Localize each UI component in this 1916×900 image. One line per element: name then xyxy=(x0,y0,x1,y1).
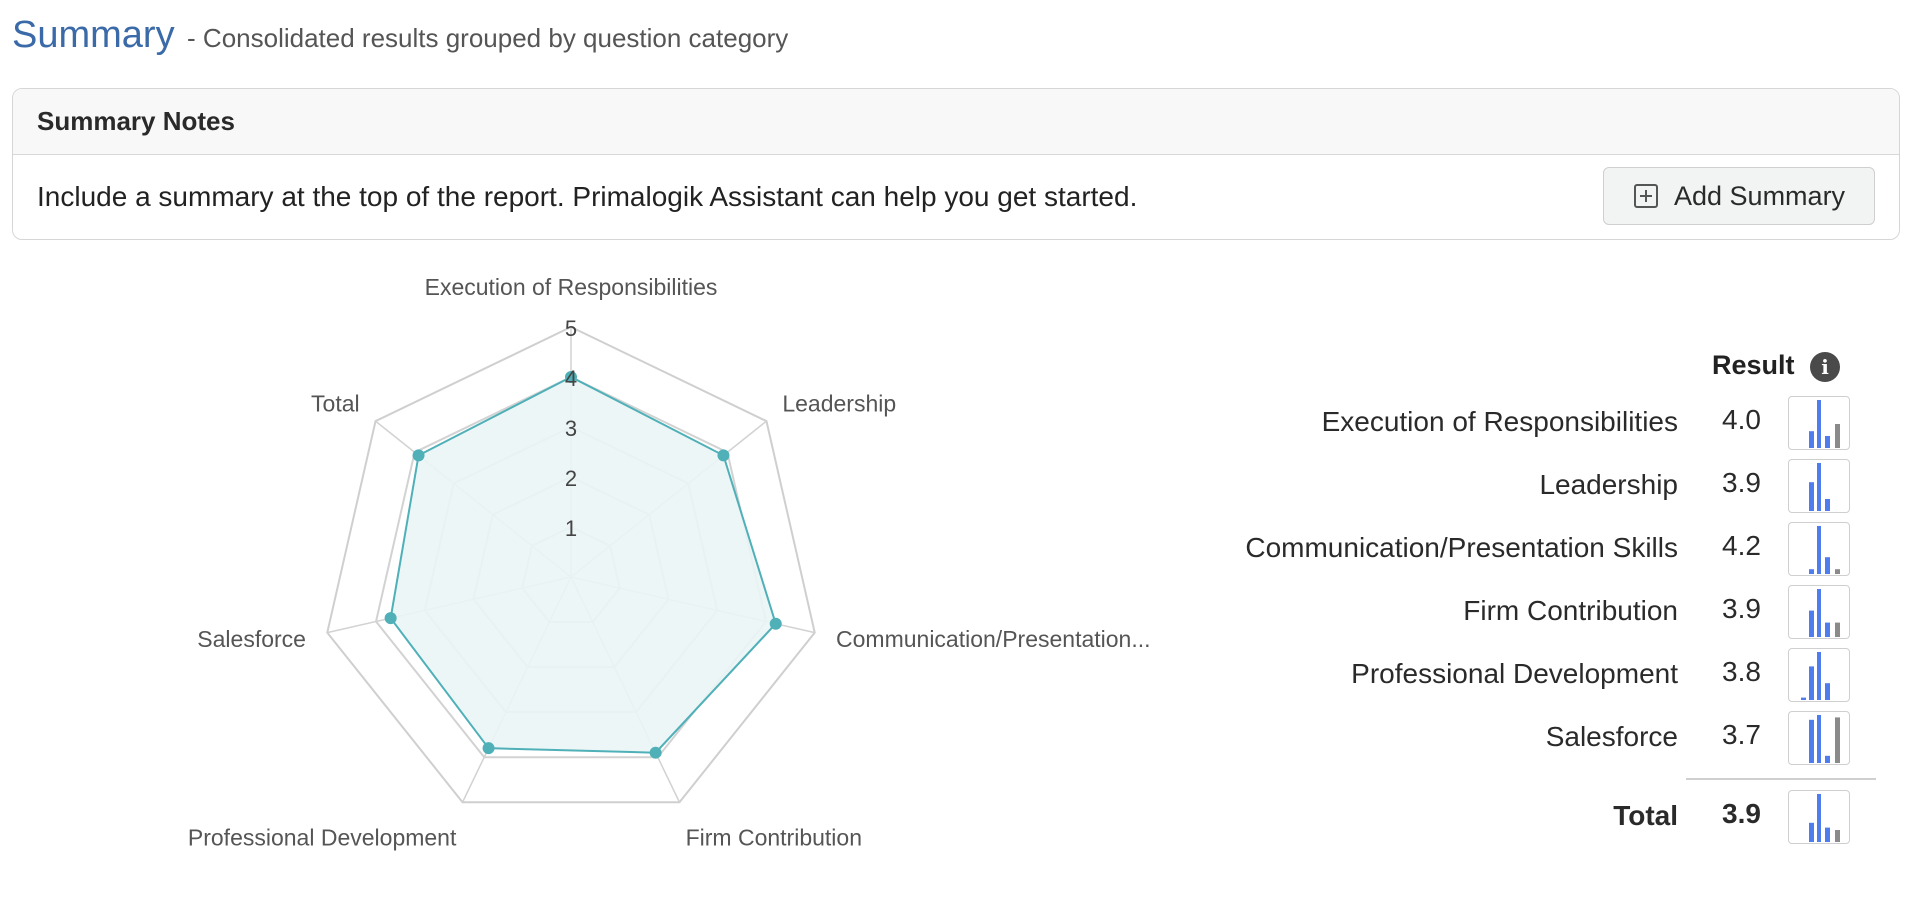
sparkline-chart xyxy=(1809,526,1840,574)
sparkline-bar xyxy=(1825,436,1830,448)
results-row: Execution of Responsibilities 4.0 xyxy=(1100,396,1860,452)
plus-square-icon xyxy=(1634,184,1658,208)
radar-data-point xyxy=(565,371,577,383)
radar-tick-label: 3 xyxy=(565,416,577,441)
sparkline-bar xyxy=(1825,755,1830,763)
distribution-sparkline xyxy=(1788,522,1850,576)
category-label: Leadership xyxy=(1539,469,1678,500)
distribution-sparkline xyxy=(1788,648,1850,702)
category-score: 4.2 xyxy=(1722,530,1761,561)
sparkline-bar xyxy=(1835,569,1840,574)
page-header: Summary - Consolidated results grouped b… xyxy=(12,14,788,57)
summary-notes-text: Include a summary at the top of the repo… xyxy=(37,181,1138,212)
total-label: Total xyxy=(1613,800,1678,831)
radar-category-label: Salesforce xyxy=(197,626,306,652)
category-label: Execution of Responsibilities xyxy=(1321,406,1678,437)
radar-grid-ring xyxy=(326,325,816,804)
sparkline-bar xyxy=(1809,431,1814,448)
sparkline-bar xyxy=(1825,683,1830,700)
result-heading: Result xyxy=(1712,350,1795,380)
results-total-row: Total 3.9 xyxy=(1100,790,1860,846)
distribution-sparkline xyxy=(1788,585,1850,639)
info-icon[interactable]: i xyxy=(1810,352,1840,382)
sparkline-bar xyxy=(1835,622,1840,637)
category-score: 4.0 xyxy=(1722,404,1761,435)
sparkline-bar xyxy=(1817,400,1821,448)
sparkline-chart xyxy=(1809,715,1840,763)
sparkline-bar xyxy=(1809,666,1814,700)
sparkline-bar xyxy=(1835,830,1840,842)
radar-data-point xyxy=(649,746,662,759)
sparkline-bar xyxy=(1825,499,1830,511)
radar-data-point xyxy=(717,449,730,462)
add-summary-button[interactable]: Add Summary xyxy=(1603,167,1875,225)
radar-data-point xyxy=(384,612,397,625)
total-score: 3.9 xyxy=(1722,798,1761,829)
results-row: Firm Contribution 3.9 xyxy=(1100,585,1860,641)
sparkline-bar xyxy=(1835,424,1840,448)
category-score: 3.9 xyxy=(1722,467,1761,498)
sparkline-bar xyxy=(1809,482,1814,511)
sparkline-bar xyxy=(1817,794,1821,842)
sparkline-bar xyxy=(1817,715,1821,763)
summary-notes-body: Include a summary at the top of the repo… xyxy=(13,155,1899,239)
radar-tick-label: 2 xyxy=(565,466,577,491)
radar-category-label: Communication/Presentation... xyxy=(836,626,1151,652)
sparkline-chart xyxy=(1809,794,1840,842)
sparkline-bar xyxy=(1809,822,1814,842)
sparkline-chart xyxy=(1801,652,1830,700)
radar-category-label: Firm Contribution xyxy=(686,824,862,850)
sparkline-bar xyxy=(1817,652,1821,700)
radar-data-point xyxy=(412,449,425,462)
radar-tick-label: 1 xyxy=(565,516,577,541)
radar-data-area xyxy=(389,375,777,754)
radar-grid-ring xyxy=(374,375,768,759)
distribution-sparkline xyxy=(1788,459,1850,513)
distribution-sparkline xyxy=(1788,790,1850,844)
sparkline-bar xyxy=(1809,569,1814,574)
radar-data-point xyxy=(482,742,495,755)
results-row: Communication/Presentation Skills 4.2 xyxy=(1100,522,1860,578)
sparkline-bar xyxy=(1825,557,1830,574)
sparkline-bar xyxy=(1801,697,1806,700)
radar-category-label: Execution of Responsibilities xyxy=(425,274,718,300)
add-summary-label: Add Summary xyxy=(1674,180,1846,211)
sparkline-bar xyxy=(1825,827,1830,842)
category-score: 3.9 xyxy=(1722,593,1761,624)
summary-notes-heading: Summary Notes xyxy=(13,89,1899,155)
sparkline-bar xyxy=(1809,719,1814,763)
sparkline-chart xyxy=(1809,400,1840,448)
results-row: Professional Development 3.8 xyxy=(1100,648,1860,704)
radar-category-label: Leadership xyxy=(782,391,896,417)
radar-category-label: Professional Development xyxy=(188,824,457,850)
category-score: 3.7 xyxy=(1722,719,1761,750)
category-label: Salesforce xyxy=(1545,721,1678,752)
page-title: Summary xyxy=(12,14,175,56)
category-label: Firm Contribution xyxy=(1463,595,1678,626)
sparkline-bar xyxy=(1825,622,1830,637)
results-divider xyxy=(1686,778,1876,780)
results-row: Salesforce 3.7 xyxy=(1100,711,1860,767)
sparkline-bar xyxy=(1817,463,1821,511)
results-row: Leadership 3.9 xyxy=(1100,459,1860,515)
sparkline-bar xyxy=(1835,717,1840,763)
sparkline-chart xyxy=(1809,589,1840,637)
category-label: Professional Development xyxy=(1351,658,1678,689)
category-label: Communication/Presentation Skills xyxy=(1245,532,1678,563)
radar-tick-label: 4 xyxy=(565,366,577,391)
radar-data-point xyxy=(769,617,782,630)
sparkline-bar xyxy=(1817,526,1821,574)
sparkline-chart xyxy=(1809,463,1830,511)
sparkline-bar xyxy=(1809,610,1814,637)
radar-chart: 1 2 3 4 5 Execution of Responsibilities Leader… xyxy=(188,274,1151,850)
category-score: 3.8 xyxy=(1722,656,1761,687)
radar-tick-label: 5 xyxy=(565,316,577,341)
page-subtitle: - Consolidated results grouped by questi… xyxy=(187,23,789,53)
sparkline-bar xyxy=(1817,589,1821,637)
distribution-sparkline xyxy=(1788,711,1850,765)
distribution-sparkline xyxy=(1788,396,1850,450)
summary-notes-panel: Summary Notes Include a summary at the t… xyxy=(12,88,1900,240)
radar-category-label: Total xyxy=(311,391,360,417)
